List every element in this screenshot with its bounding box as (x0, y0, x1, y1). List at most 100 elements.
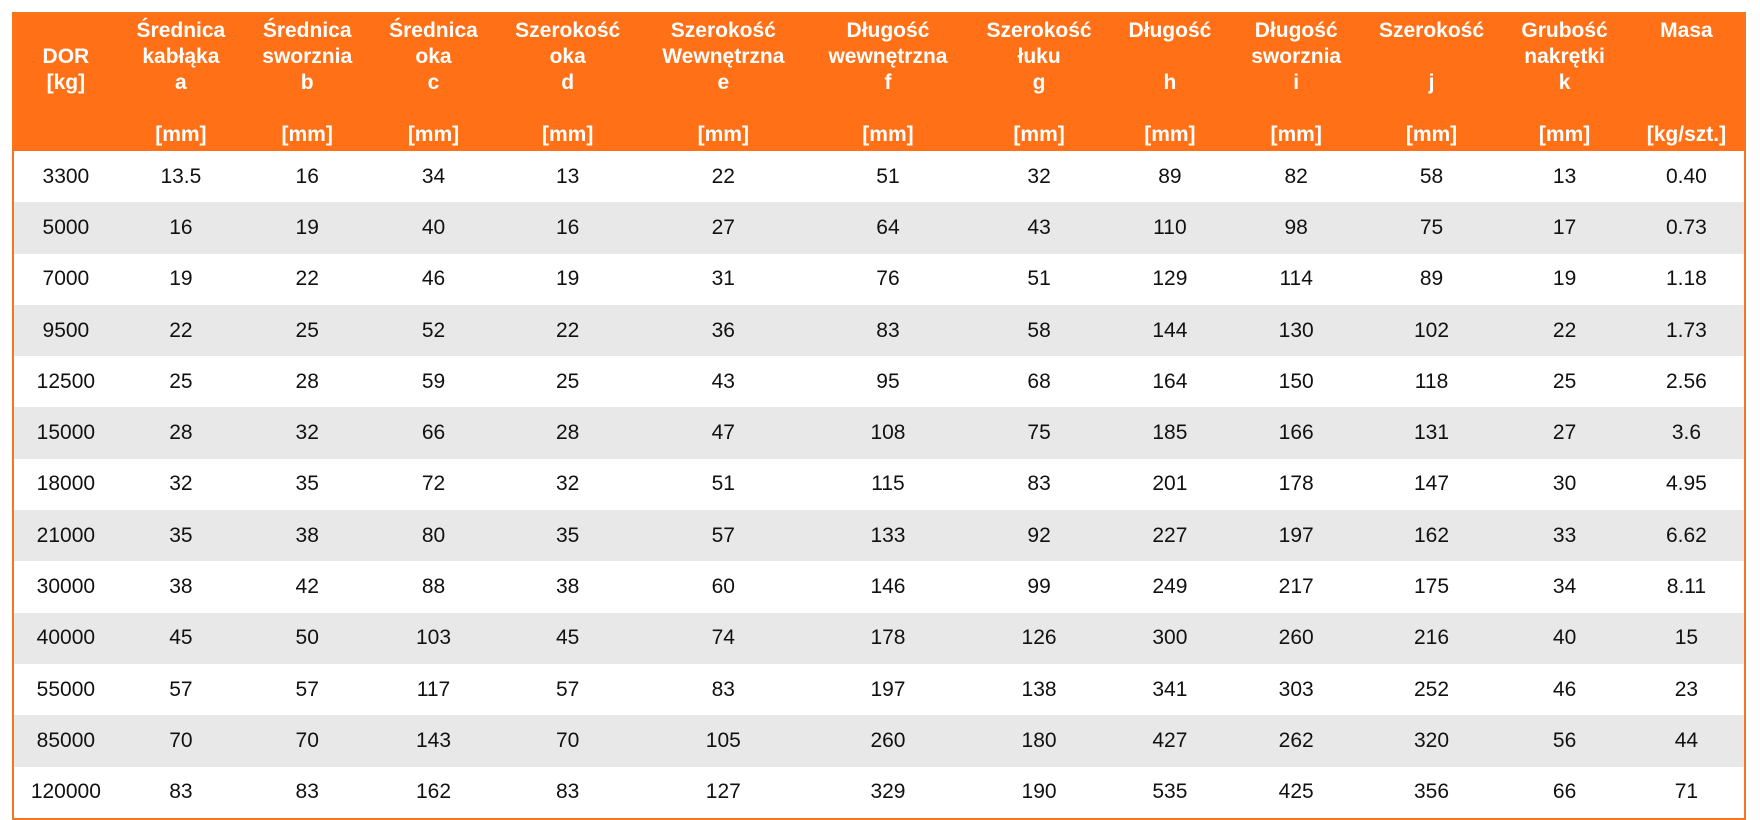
table-cell: 98 (1229, 202, 1363, 254)
table-cell: 22 (117, 304, 245, 357)
table-cell: 216 (1362, 612, 1501, 664)
column-header-line (246, 96, 368, 122)
table-row: 55000 57 57 117 57 83 197 138 341 303 252 46 23 (14, 663, 1744, 716)
table-cell: 110 (1110, 202, 1230, 254)
column-header-line (499, 96, 637, 122)
table-cell: 64 (807, 202, 969, 254)
table-cell: 25 (496, 356, 639, 408)
table-cell: 175 (1362, 561, 1501, 613)
table-cell: 15 (1628, 612, 1744, 664)
column-header-line: h (1163, 71, 1177, 94)
table-cell: 260 (1229, 612, 1363, 664)
table-cell: 46 (370, 253, 497, 305)
table-cell: 44 (1628, 715, 1744, 767)
table-cell: 66 (370, 407, 497, 459)
table-cell: 19 (496, 253, 639, 305)
table-cell: 32 (496, 458, 639, 511)
table-cell: 27 (638, 202, 808, 254)
table-cell: 143 (370, 715, 497, 767)
table-cell: 46 (1500, 663, 1629, 716)
column-header-line (1112, 96, 1228, 122)
table-cell: 25 (1500, 356, 1629, 408)
table-cell: 83 (807, 304, 969, 357)
table-row: 12500 25 28 59 25 43 95 68 164 150 118 25 2.56 (14, 356, 1744, 408)
table-cell: 40 (1500, 612, 1629, 664)
table-cell: 42 (244, 561, 371, 613)
table-row: 18000 32 35 72 32 51 115 83 201 178 147 30 4.95 (14, 458, 1744, 511)
table-cell: 51 (638, 458, 808, 511)
table-cell: 35 (496, 510, 639, 562)
table-cell: 131 (1362, 407, 1501, 459)
table-cell: 16 (117, 202, 245, 254)
column-header-line (16, 122, 116, 148)
column-header-line: Szerokość (986, 19, 1092, 42)
table-cell: 2.56 (1628, 356, 1744, 408)
column-header-line: [mm] (407, 123, 460, 146)
column-header-line (1631, 44, 1742, 70)
column-header-line: g (1032, 71, 1046, 94)
table-cell: 99 (968, 561, 1111, 613)
table-cell: 85000 (14, 715, 118, 767)
column-header-line: kabłąka (142, 45, 220, 68)
table-cell: 27 (1500, 407, 1629, 459)
table-cell: 114 (1229, 253, 1363, 305)
table-cell: 19 (244, 202, 371, 254)
column-header-line: sworznia (1251, 45, 1342, 68)
specification-table: DOR [kg] Średnica kabłąka a [mm] Średnica swo… (14, 14, 1744, 818)
table-cell: 45 (117, 612, 245, 664)
table-cell: 56 (1500, 715, 1629, 767)
column-header-line: b (300, 71, 314, 94)
column-header-2: Średnica sworznia b [mm] (244, 14, 371, 151)
table-cell: 32 (117, 458, 245, 511)
table-row: 21000 35 38 80 35 57 133 92 227 197 162 33 6.62 (14, 510, 1744, 562)
column-header-line: [kg/szt.] (1646, 123, 1727, 146)
column-header-line (1631, 70, 1742, 96)
column-header-line (1112, 44, 1228, 70)
table-cell: 66 (1500, 766, 1629, 818)
table-cell: 13.5 (117, 151, 245, 203)
table-cell: 260 (807, 715, 969, 767)
table-cell: 40000 (14, 612, 118, 664)
table-cell: 40 (370, 202, 497, 254)
table-cell: 201 (1110, 458, 1230, 511)
table-cell: 68 (968, 356, 1111, 408)
table-header: DOR [kg] Średnica kabłąka a [mm] Średnica swo… (14, 14, 1744, 151)
table-cell: 92 (968, 510, 1111, 562)
table-cell: 43 (638, 356, 808, 408)
table-cell: 162 (1362, 510, 1501, 562)
table-body: 3300 13.5 16 34 13 22 51 32 89 82 58 13 0.40 5000 16 19… (14, 151, 1744, 818)
table-cell: 76 (807, 253, 969, 305)
column-header-line: [mm] (862, 123, 914, 146)
table-cell: 25 (117, 356, 245, 408)
column-header-line: e (717, 71, 730, 94)
table-cell: 217 (1229, 561, 1363, 613)
column-header-line: Średnica (136, 19, 226, 42)
table-cell: 30000 (14, 561, 118, 613)
table-cell: 57 (496, 663, 639, 716)
table-cell: 102 (1362, 304, 1501, 357)
column-header-line: nakrętki (1524, 45, 1605, 68)
table-cell: 43 (968, 202, 1111, 254)
column-header-line (1631, 96, 1742, 122)
table-cell: 32 (244, 407, 371, 459)
table-cell: 70 (496, 715, 639, 767)
table-cell: 12500 (14, 356, 118, 408)
column-header-line: j (1428, 71, 1435, 94)
column-header-line: i (1293, 71, 1300, 94)
table-row: 85000 70 70 143 70 105 260 180 427 262 320 56 44 (14, 715, 1744, 767)
table-cell: 16 (244, 151, 371, 203)
column-header-line: [mm] (1538, 123, 1591, 146)
table-cell: 59 (370, 356, 497, 408)
column-header-10: Szerokość j [mm] (1362, 14, 1501, 151)
table-cell: 23 (1628, 663, 1744, 716)
table-cell: 32 (968, 151, 1111, 203)
column-header-line: Długość (846, 19, 930, 42)
table-cell: 35 (244, 458, 371, 511)
column-header-line: [mm] (155, 123, 207, 146)
column-header-line (372, 96, 494, 122)
table-cell: 15000 (14, 407, 118, 459)
table-cell: 95 (807, 356, 969, 408)
column-header-line: [mm] (697, 123, 749, 146)
table-cell: 25 (244, 304, 371, 357)
column-header-line: [mm] (1405, 123, 1458, 146)
